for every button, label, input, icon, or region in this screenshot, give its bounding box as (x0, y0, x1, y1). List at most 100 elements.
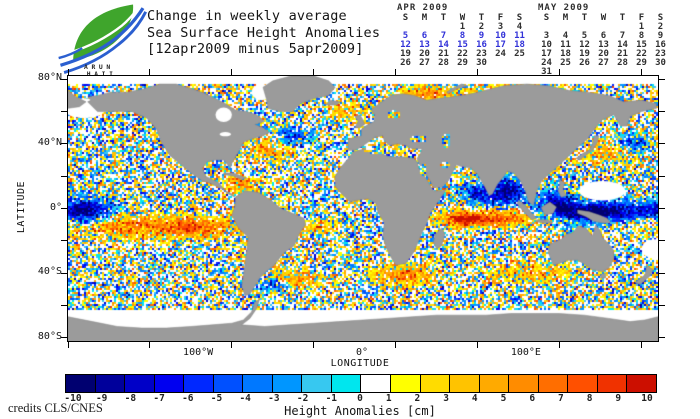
calendar-date[interactable]: 17 (495, 40, 506, 50)
calendar-date[interactable]: 6 (421, 31, 428, 41)
colorbar-tick-labels: -10 -9 -8 -7 -6 -5 -4 -3 -2 -1 0 1 2 3 4 5 6 7 8 9 10 (64, 393, 655, 404)
colorbar-tick-label: -5 (210, 393, 223, 404)
axis-tick (641, 342, 643, 348)
calendar-weekday: W (600, 13, 607, 23)
calendar-date: 4 (562, 31, 569, 41)
calendar-grid: S M T W T F S 1 2 3 4 5 6 7 8 9 10 11 12 13 14 15 16 17 18 19 20 21… (396, 14, 532, 68)
axis-tick (659, 78, 665, 80)
colorbar-tick-label: 6 (529, 393, 536, 404)
calendar-date[interactable]: 16 (476, 40, 487, 50)
colorbar-tick-label: 7 (558, 393, 564, 404)
axis-tick (149, 342, 151, 348)
y-tick-label: 0° (49, 201, 62, 213)
calendar-weekday: S (402, 13, 409, 23)
calendar-weekday: F (638, 13, 645, 23)
calendar-date[interactable]: 13 (419, 40, 430, 50)
x-tick-label: 100°E (510, 347, 541, 358)
colorbar-segment (183, 375, 213, 392)
calendar-date: 27 (598, 58, 609, 68)
calendar-weekday: F (497, 13, 504, 23)
calendar-may-2009: MAY 2009 S M T W T F S 1 2 3 4 5 6 7 8 9 10 11 12 13 14 15 16 17… (537, 4, 673, 77)
colorbar-segment (449, 375, 479, 392)
calendar-date: 14 (617, 40, 628, 50)
axis-tick (659, 208, 665, 209)
calendar-weekday: M (421, 13, 428, 23)
calendar-date: 16 (655, 40, 666, 50)
colorbar-segment (360, 375, 391, 392)
calendar-date[interactable]: 12 (400, 40, 411, 50)
axis-tick (61, 272, 67, 274)
y-tick-label: 40°N (37, 136, 62, 148)
colorbar (65, 374, 657, 393)
axis-tick (659, 272, 665, 274)
colorbar-segment (596, 375, 627, 392)
logo-caption-line1: ARUN (84, 64, 114, 71)
colorbar-tick-label: -8 (124, 393, 137, 404)
colorbar-segment (626, 375, 656, 392)
calendar-grid: S M T W T F S 1 2 3 4 5 6 7 8 9 10 11 12 13 14 15 16 17 18 19 20 21… (537, 14, 673, 77)
calendar-date: 25 (514, 49, 525, 59)
title-line-1: Change in weekly average (147, 8, 347, 24)
calendar-date[interactable]: 15 (457, 40, 468, 50)
calendar-date[interactable]: 10 (495, 31, 506, 41)
calendar-date: 18 (560, 49, 571, 59)
leaf-waves-logo: ARUN HAII (58, 4, 148, 78)
axis-tick (477, 342, 479, 348)
axis-tick (395, 69, 397, 75)
calendar-date: 13 (598, 40, 609, 50)
calendar-date: 1 (459, 22, 466, 32)
axis-tick (61, 78, 67, 80)
calendar-date: 22 (636, 49, 647, 59)
axis-tick (61, 304, 67, 306)
calendar-date: 1 (638, 22, 645, 32)
calendar-date: 10 (541, 40, 552, 50)
axis-tick (231, 69, 233, 75)
colorbar-tick-label: 8 (586, 393, 593, 404)
calendar-date[interactable]: 11 (514, 31, 525, 41)
colorbar-segment (508, 375, 538, 392)
axis-tick (67, 69, 69, 75)
colorbar-tick-label: 3 (443, 393, 449, 404)
axis-tick (659, 304, 665, 306)
credits-text: credits CLS/CNES (8, 401, 103, 415)
colorbar-segment (94, 375, 125, 392)
wave-line-2 (63, 11, 148, 74)
calendar-date: 12 (579, 40, 590, 50)
axis-tick (67, 342, 69, 348)
calendar-date[interactable]: 5 (402, 31, 409, 41)
calendar-date[interactable]: 8 (459, 31, 466, 41)
map-canvas (68, 76, 658, 341)
calendar-date: 8 (638, 31, 645, 41)
colorbar-tick-label: 2 (414, 393, 421, 404)
calendar-date: 24 (495, 49, 506, 59)
axis-tick (659, 143, 665, 145)
title-line-2: Sea Surface Height Anomalies (147, 24, 381, 41)
calendar-weekday: S (657, 13, 664, 23)
calendar-date: 19 (400, 49, 411, 59)
axis-tick (659, 337, 665, 339)
calendar-date: 17 (541, 49, 552, 59)
calendar-date: 24 (541, 58, 552, 68)
logo-caption-line2: HAII (87, 71, 117, 78)
calendar-date[interactable]: 18 (514, 40, 525, 50)
calendar-date: 19 (579, 49, 590, 59)
x-tick-label: 100°W (183, 347, 214, 358)
calendar-date: 20 (419, 49, 430, 59)
axis-tick (659, 111, 665, 113)
calendar-date: 23 (655, 49, 666, 59)
calendar-date: 31 (541, 67, 552, 77)
colorbar-tick-label: 10 (641, 393, 653, 404)
colorbar-tick-label: -10 (64, 393, 82, 404)
calendar-date[interactable]: 9 (478, 31, 485, 41)
calendar-date: 29 (457, 58, 468, 68)
colorbar-tick-label: -7 (153, 393, 165, 404)
colorbar-segment (567, 375, 597, 392)
colorbar-tick-label: 1 (385, 393, 392, 404)
calendar-date (510, 59, 529, 68)
colorbar-tick-label: -4 (239, 393, 251, 404)
colorbar-tick-label: 9 (615, 393, 622, 404)
calendar-date[interactable]: 7 (440, 31, 447, 41)
wave-line-1 (59, 7, 145, 67)
calendar-date[interactable]: 14 (438, 40, 449, 50)
calendar-date: 23 (476, 49, 487, 59)
